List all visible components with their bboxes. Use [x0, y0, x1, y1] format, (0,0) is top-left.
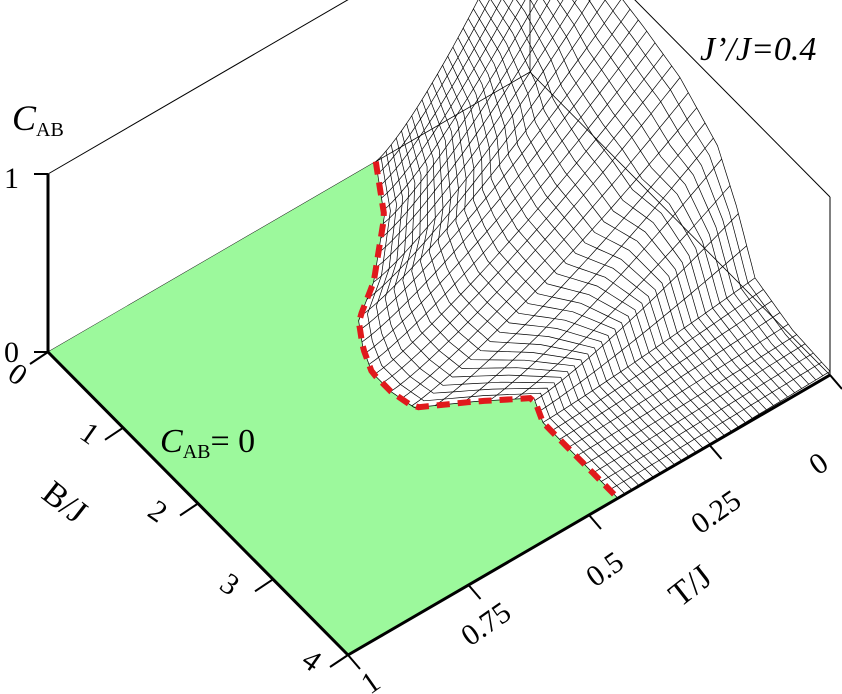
mesh-line [426, 91, 689, 457]
mesh-line [516, 0, 781, 402]
mesh-line [462, 27, 739, 427]
t-tick [467, 584, 482, 600]
t-tick [829, 374, 842, 390]
mesh-line [411, 115, 668, 470]
mesh-line [601, 352, 814, 482]
b-tick [179, 502, 199, 517]
mesh-line [401, 130, 654, 478]
b-tick-label: 1 [74, 416, 105, 452]
t-tick-label: 0.25 [685, 484, 747, 541]
t-tick-label: 0 [803, 446, 834, 482]
mesh-line [373, 54, 664, 375]
mesh-line [421, 99, 682, 461]
surface-mesh [358, 0, 831, 499]
mesh-line [502, 0, 774, 406]
mesh-line [380, 0, 551, 239]
mesh-line [442, 65, 711, 444]
mesh-line [473, 8, 753, 419]
b-tick [254, 578, 274, 593]
mesh-line [556, 0, 802, 389]
box-edge [634, 0, 831, 198]
axis-ticks [29, 173, 842, 670]
mesh-line [377, 0, 490, 175]
mesh-line [452, 46, 725, 436]
t-tick-label: 0.5 [580, 545, 630, 594]
mesh-line [447, 56, 718, 440]
mesh-line [576, 323, 789, 457]
b-tick-label: 3 [214, 567, 245, 603]
mesh-line [622, 0, 831, 372]
z-tick-label: 0 [4, 336, 19, 369]
t-tick [588, 514, 602, 530]
mesh-line [584, 334, 797, 465]
mesh-line [382, 65, 672, 384]
mesh-line [375, 0, 577, 268]
b-tick [329, 654, 349, 668]
mesh-line [542, 277, 756, 423]
mesh-line [542, 0, 795, 394]
zero-region-fill [48, 161, 618, 655]
mesh-line [416, 107, 675, 465]
b-tick [104, 426, 124, 441]
t-tick-label: 0.75 [455, 596, 517, 653]
mesh-line [393, 137, 647, 482]
mesh-line [490, 0, 767, 411]
mesh-line [431, 82, 696, 453]
mesh-line [529, 0, 788, 398]
mesh-line [364, 30, 647, 354]
t-tick [708, 444, 723, 460]
t-tick-label: 1 [355, 665, 386, 694]
mesh-line [434, 122, 706, 406]
z-tick-label: 1 [4, 162, 19, 195]
mesh-line [588, 0, 817, 381]
b-axis-title: B/J [35, 474, 94, 531]
zero-region-label: CAB= 0 [160, 423, 255, 463]
mesh-line [411, 107, 697, 407]
mesh-line [368, 42, 656, 365]
mesh-line [467, 18, 746, 423]
mesh-line [457, 37, 732, 432]
mesh-line [382, 0, 538, 224]
t-tick [347, 654, 361, 670]
b-tick [29, 351, 49, 365]
zero-boundary-curve [355, 161, 621, 501]
box-edge [529, 71, 831, 376]
mesh-line [478, 0, 760, 415]
b-tick-label: 2 [142, 494, 173, 530]
mesh-line [572, 0, 810, 385]
mesh-line [375, 150, 633, 491]
mesh-line [437, 73, 704, 449]
b-tick-label: 4 [296, 643, 327, 679]
box-edge [47, 71, 531, 353]
mesh-line [384, 144, 640, 486]
mesh-line [406, 123, 661, 474]
mesh-line [367, 156, 626, 495]
parameter-annotation: J’/J=0.4 [700, 31, 816, 68]
box-edge [47, 0, 349, 175]
t-axis-title: T/J [662, 558, 719, 614]
mesh-line [378, 0, 564, 254]
z-axis-title: CAB [12, 98, 64, 141]
mesh-line [604, 0, 824, 376]
